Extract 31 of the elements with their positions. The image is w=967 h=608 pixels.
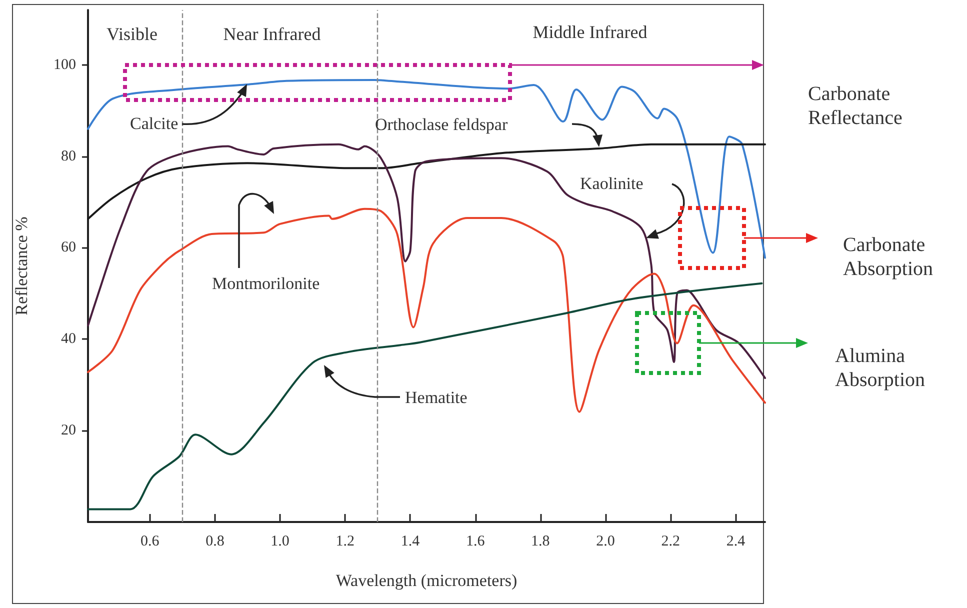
y-tick-label: 100 bbox=[54, 56, 76, 73]
line-series bbox=[87, 143, 766, 379]
text: Carbonate Reflectance bbox=[808, 83, 902, 129]
x-tick-label: 1.0 bbox=[270, 534, 290, 550]
series-label: Calcite bbox=[130, 114, 178, 133]
x-tick-label: 2.4 bbox=[726, 534, 746, 550]
text: Alumina Absorption bbox=[835, 345, 925, 391]
text: Carbonate Absorption bbox=[843, 234, 933, 280]
x-tick-label: 1.8 bbox=[531, 534, 550, 550]
y-tick-label: 40 bbox=[61, 331, 76, 348]
line-series bbox=[87, 78, 766, 259]
y-axis-title: Reflectance % bbox=[12, 216, 31, 316]
annotation: Middle Infrared bbox=[532, 22, 648, 42]
x-tick-label: 1.6 bbox=[466, 534, 486, 550]
x-tick-label: 1.2 bbox=[336, 534, 355, 550]
line-series bbox=[87, 208, 766, 413]
x-tick-label: 0.6 bbox=[140, 534, 160, 550]
annotation: Visible bbox=[106, 24, 158, 44]
x-axis-title: Wavelength (micrometers) bbox=[336, 571, 518, 590]
x-tick-label: 2.0 bbox=[596, 534, 615, 550]
text: Hematite bbox=[405, 388, 468, 407]
series-label: Orthoclase feldspar bbox=[375, 115, 508, 134]
x-tick-label: 0.8 bbox=[206, 534, 224, 550]
x-tick-label: 2.2 bbox=[661, 534, 680, 550]
x-tick-label: 1.4 bbox=[400, 534, 420, 550]
series-label: Kaolinite bbox=[580, 174, 644, 193]
y-tick-label: 80 bbox=[61, 148, 76, 164]
text: Montmorilonite bbox=[212, 274, 320, 293]
y-tick-label: 60 bbox=[61, 240, 76, 256]
annotation: Near Infrared bbox=[223, 24, 321, 44]
y-tick-label: 20 bbox=[61, 422, 76, 439]
